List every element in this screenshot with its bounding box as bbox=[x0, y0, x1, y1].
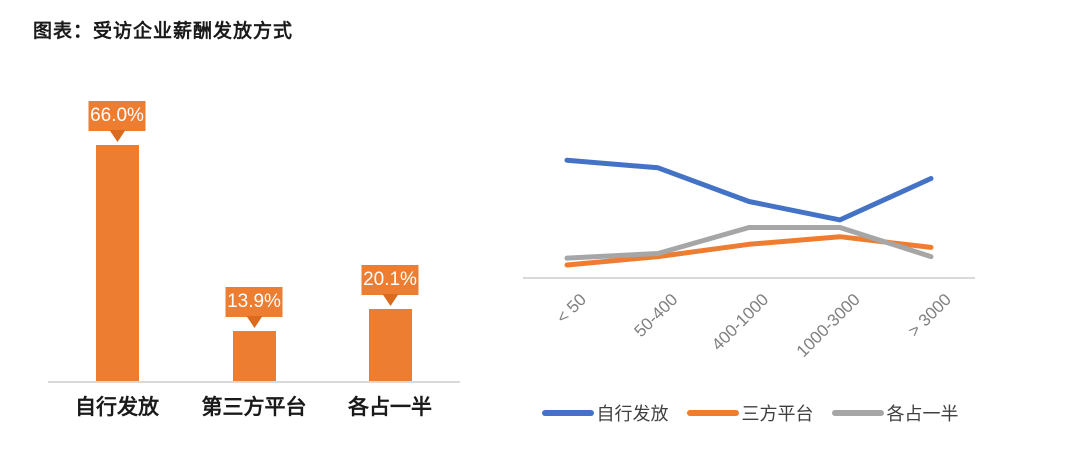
bar-chart: 66.0% 13.9% 20.1% 自行发放 第三方平台 各占一半 bbox=[48, 95, 460, 425]
bar-3: 20.1% bbox=[361, 265, 419, 381]
legend-label: 自行发放 bbox=[596, 404, 669, 424]
x-tick-label-4: 1000-3000 bbox=[792, 290, 864, 361]
x-tick-label-3: 400-1000 bbox=[708, 290, 773, 355]
figure-title: 图表：受访企业薪酬发放方式 bbox=[33, 21, 294, 42]
line-series-3 bbox=[564, 225, 934, 261]
data-label-callout-1: 66.0% bbox=[88, 101, 146, 142]
x-tick-label-5: > 3000 bbox=[903, 290, 955, 341]
data-label-callout-3: 20.1% bbox=[361, 265, 419, 306]
bar-category-axis: 自行发放 第三方平台 各占一半 bbox=[48, 391, 460, 421]
x-tick-label-2: 50-400 bbox=[630, 290, 682, 341]
data-label-pointer bbox=[382, 294, 398, 306]
line-chart: < 50 50-400 400-1000 1000-3000 > 3000 自行发放 三方… bbox=[520, 100, 980, 440]
bar-plot-area: 66.0% 13.9% 20.1% bbox=[48, 95, 460, 383]
line-plot-area bbox=[523, 157, 975, 279]
bar-category-label-2: 第三方平台 bbox=[201, 396, 307, 419]
legend-line-swatch bbox=[686, 410, 739, 416]
legend-item-2: 三方平台 bbox=[686, 400, 814, 426]
legend-item-1: 自行发放 bbox=[541, 400, 669, 426]
data-label-value: 13.9% bbox=[225, 287, 283, 317]
bar-category-label-1: 自行发放 bbox=[75, 396, 159, 419]
bar-category-label-3: 各占一半 bbox=[348, 396, 432, 419]
data-label-callout-2: 13.9% bbox=[225, 287, 283, 328]
legend-line-swatch bbox=[541, 410, 594, 416]
data-label-pointer bbox=[246, 316, 262, 328]
data-label-pointer bbox=[109, 130, 125, 142]
bar-1: 66.0% bbox=[88, 101, 146, 381]
data-label-value: 20.1% bbox=[361, 265, 419, 295]
line-series-2 bbox=[564, 234, 934, 268]
legend-label: 三方平台 bbox=[741, 404, 814, 424]
line-chart-legend: 自行发放 三方平台 各占一半 bbox=[520, 400, 980, 426]
bar-2: 13.9% bbox=[225, 287, 283, 381]
x-tick-label-1: < 50 bbox=[553, 290, 591, 328]
legend-line-swatch bbox=[831, 410, 884, 416]
legend-label: 各占一半 bbox=[886, 404, 959, 424]
data-label-value: 66.0% bbox=[88, 101, 146, 131]
legend-item-3: 各占一半 bbox=[831, 400, 959, 426]
line-series-1 bbox=[564, 157, 934, 223]
